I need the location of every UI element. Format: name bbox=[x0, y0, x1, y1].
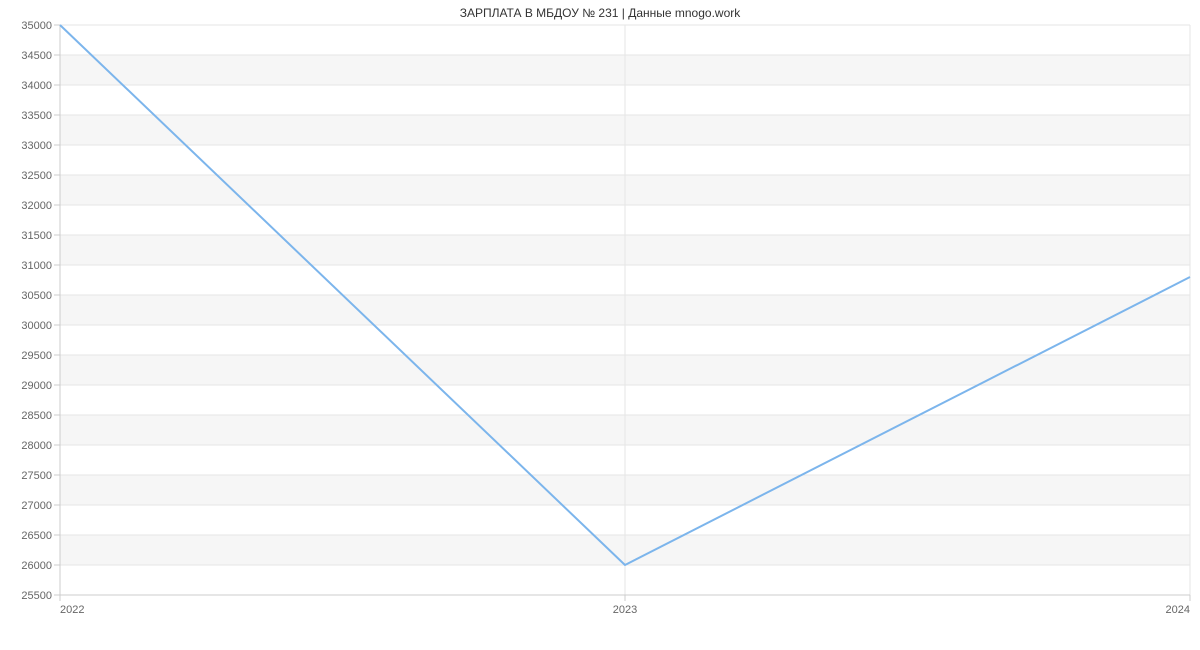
svg-text:2024: 2024 bbox=[1166, 604, 1190, 616]
svg-text:27500: 27500 bbox=[21, 470, 52, 482]
svg-text:30000: 30000 bbox=[21, 320, 52, 332]
svg-text:28500: 28500 bbox=[21, 410, 52, 422]
svg-text:29000: 29000 bbox=[21, 380, 52, 392]
svg-text:32500: 32500 bbox=[21, 170, 52, 182]
svg-text:29500: 29500 bbox=[21, 350, 52, 362]
svg-text:34500: 34500 bbox=[21, 50, 52, 62]
salary-line-chart: ЗАРПЛАТА В МБДОУ № 231 | Данные mnogo.wo… bbox=[0, 0, 1200, 650]
svg-text:33000: 33000 bbox=[21, 140, 52, 152]
svg-text:26500: 26500 bbox=[21, 530, 52, 542]
svg-text:30500: 30500 bbox=[21, 290, 52, 302]
svg-text:28000: 28000 bbox=[21, 440, 52, 452]
svg-text:35000: 35000 bbox=[21, 20, 52, 32]
svg-text:25500: 25500 bbox=[21, 590, 52, 602]
svg-text:33500: 33500 bbox=[21, 110, 52, 122]
svg-text:2022: 2022 bbox=[60, 604, 84, 616]
svg-text:26000: 26000 bbox=[21, 560, 52, 572]
svg-text:2023: 2023 bbox=[613, 604, 637, 616]
chart-svg: 25500 26000 26500 27000 27500 28000 28500 29000… bbox=[0, 0, 1200, 650]
svg-text:32000: 32000 bbox=[21, 200, 52, 212]
svg-text:27000: 27000 bbox=[21, 500, 52, 512]
svg-text:31500: 31500 bbox=[21, 230, 52, 242]
svg-text:34000: 34000 bbox=[21, 80, 52, 92]
svg-text:31000: 31000 bbox=[21, 260, 52, 272]
chart-title: ЗАРПЛАТА В МБДОУ № 231 | Данные mnogo.wo… bbox=[0, 6, 1200, 20]
